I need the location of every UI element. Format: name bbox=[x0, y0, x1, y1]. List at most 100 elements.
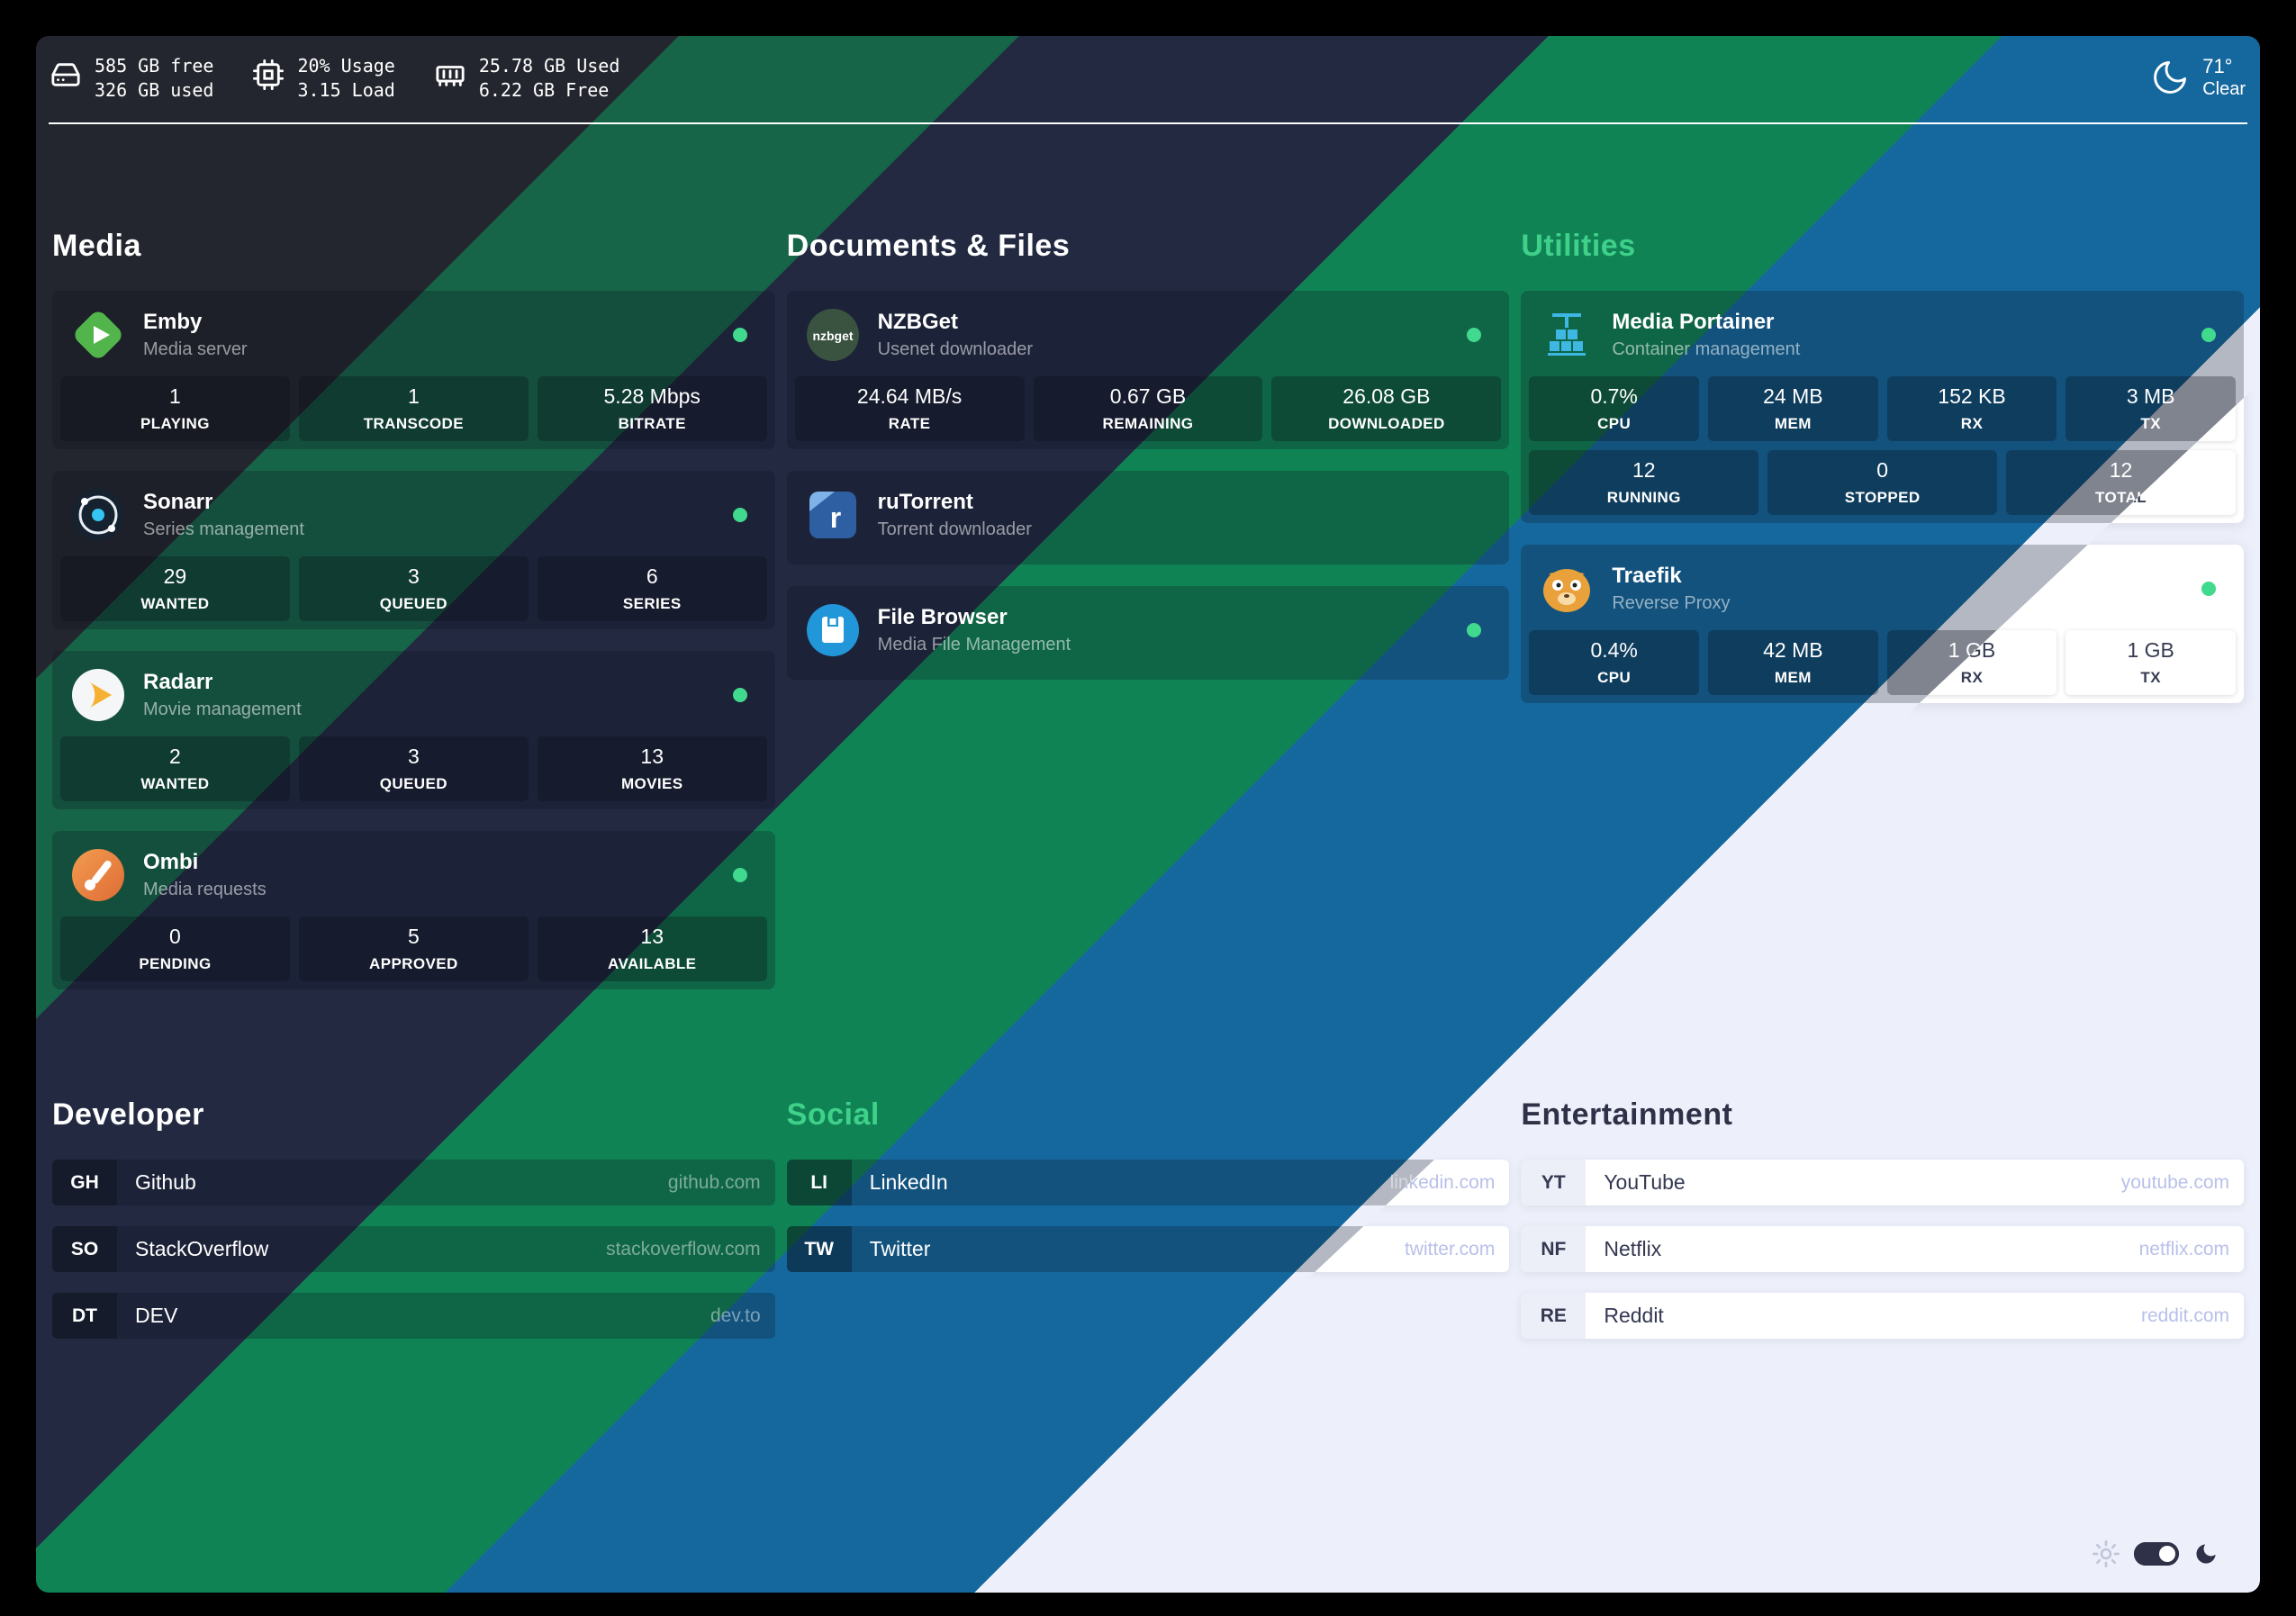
stat-box: 13 AVAILABLE bbox=[537, 916, 767, 981]
stat-box: 6 SERIES bbox=[537, 556, 767, 621]
stat-box: 12 RUNNING bbox=[1529, 450, 1759, 515]
stat-box: 5.28 Mbps BITRATE bbox=[537, 376, 767, 441]
link-url: dev.to bbox=[710, 1305, 761, 1326]
link-url: stackoverflow.com bbox=[606, 1238, 761, 1259]
service-card-sonarr[interactable]: Sonarr Series management 29 WANTED 3 QUEUE… bbox=[52, 471, 775, 629]
stat-box: 26.08 GB DOWNLOADED bbox=[1271, 376, 1502, 441]
stat-box: 0 PENDING bbox=[60, 916, 290, 981]
link-linkedin[interactable]: LI LinkedIn linkedin.com bbox=[786, 1160, 1510, 1205]
service-card-nzbget[interactable]: nzbget NZBGet Usenet downloader 24.64 MB… bbox=[786, 291, 1510, 449]
section-media: Media Emby Media server 1 PLAYING bbox=[52, 229, 775, 1011]
link-name: StackOverflow bbox=[135, 1237, 269, 1260]
service-card-ombi[interactable]: Ombi Media requests 0 PENDING 5 APPROVED 1… bbox=[52, 831, 775, 989]
service-subtitle: Series management bbox=[143, 519, 304, 539]
link-url: linkedin.com bbox=[1389, 1171, 1496, 1193]
nzbget-icon: nzbget bbox=[804, 306, 862, 364]
service-subtitle: Media File Management bbox=[877, 635, 1071, 655]
cpu-load: 3.15 Load bbox=[297, 79, 395, 101]
dashboard-background: 585 GB free 326 GB used 20% Usage 3.15 L… bbox=[36, 36, 2260, 1593]
service-subtitle: Reverse Proxy bbox=[1612, 593, 1731, 613]
status-dot bbox=[732, 328, 747, 342]
status-dot bbox=[732, 688, 747, 702]
cpu-icon bbox=[253, 59, 285, 90]
link-netflix[interactable]: NF Netflix netflix.com bbox=[1521, 1226, 2244, 1272]
stat-box: 152 KB RX bbox=[1886, 376, 2057, 441]
link-url: reddit.com bbox=[2140, 1305, 2229, 1326]
service-name: Sonarr bbox=[143, 490, 213, 514]
service-subtitle: Torrent downloader bbox=[877, 519, 1032, 539]
stat-box: 3 QUEUED bbox=[298, 736, 529, 801]
service-name: ruTorrent bbox=[877, 490, 973, 514]
link-name: Twitter bbox=[869, 1237, 931, 1260]
section-title-social: Social bbox=[786, 1097, 880, 1132]
link-stackoverflow[interactable]: SO StackOverflow stackoverflow.com bbox=[52, 1226, 775, 1272]
section-documents-files: Documents & Files nzbget NZBGet Usenet d… bbox=[786, 229, 1510, 1011]
service-card-portainer[interactable]: Media Portainer Container management 0.7… bbox=[1521, 291, 2244, 523]
ombi-icon bbox=[69, 846, 127, 904]
link-name: LinkedIn bbox=[869, 1170, 948, 1194]
service-name: Emby bbox=[143, 310, 203, 334]
link-reddit[interactable]: RE Reddit reddit.com bbox=[1521, 1293, 2244, 1339]
memory-used: 25.78 GB Used bbox=[478, 55, 620, 77]
section-title-media: Media bbox=[52, 229, 141, 263]
service-subtitle: Container management bbox=[1612, 339, 1801, 359]
service-card-radarr[interactable]: Radarr Movie management 2 WANTED 3 QUEUED … bbox=[52, 651, 775, 809]
stat-box: 2 WANTED bbox=[60, 736, 290, 801]
stat-box: 3 MB TX bbox=[2065, 376, 2237, 441]
weather-temperature: 71° bbox=[2202, 55, 2233, 77]
status-dot bbox=[2201, 582, 2216, 596]
stat-box: 24.64 MB/s RATE bbox=[794, 376, 1025, 441]
link-url: twitter.com bbox=[1404, 1238, 1496, 1259]
stat-box: 24 MB MEM bbox=[1708, 376, 1878, 441]
disk-stats: 585 GB free 326 GB used bbox=[50, 54, 213, 103]
weather-condition: Clear bbox=[2202, 79, 2246, 99]
link-tag: YT bbox=[1521, 1160, 1586, 1205]
service-subtitle: Media requests bbox=[143, 880, 267, 899]
link-tag: NF bbox=[1521, 1226, 1586, 1272]
link-youtube[interactable]: YT YouTube youtube.com bbox=[1521, 1160, 2244, 1205]
section-entertainment: Entertainment YT YouTube youtube.com NF … bbox=[1521, 1097, 2244, 1359]
stat-box: 0.7% CPU bbox=[1529, 376, 1699, 441]
link-tag: SO bbox=[52, 1226, 117, 1272]
service-card-rutorrent[interactable]: r ruTorrent Torrent downloader bbox=[786, 471, 1510, 564]
service-card-filebrowser[interactable]: File Browser Media File Management bbox=[786, 586, 1510, 680]
theme-toggle-switch[interactable] bbox=[2134, 1542, 2179, 1566]
svg-text:r: r bbox=[829, 501, 840, 534]
stat-box: 0 STOPPED bbox=[1767, 450, 1998, 515]
status-dot bbox=[1467, 623, 1482, 637]
link-github[interactable]: GH Github github.com bbox=[52, 1160, 775, 1205]
section-title-entertainment: Entertainment bbox=[1521, 1097, 1733, 1132]
weather-widget: 71° Clear bbox=[2150, 54, 2246, 101]
link-tag: DT bbox=[52, 1293, 117, 1339]
portainer-icon bbox=[1538, 306, 1595, 364]
link-dev[interactable]: DT DEV dev.to bbox=[52, 1293, 775, 1339]
section-title-entertainment: Entertainment bbox=[1521, 1097, 1733, 1132]
header-divider bbox=[49, 122, 2247, 124]
stat-box: 13 MOVIES bbox=[537, 736, 767, 801]
link-tag: RE bbox=[1521, 1293, 1586, 1339]
stat-box: 1 TRANSCODE bbox=[298, 376, 529, 441]
hard-drive-icon bbox=[51, 63, 80, 86]
theme-toggle bbox=[2093, 1540, 2219, 1567]
memory-icon bbox=[436, 66, 465, 86]
crescent-moon-icon bbox=[2154, 61, 2187, 94]
disk-used: 326 GB used bbox=[95, 79, 214, 101]
rutorrent-icon: r bbox=[804, 486, 862, 544]
service-name: File Browser bbox=[877, 605, 1008, 629]
stat-box: 42 MB MEM bbox=[1708, 630, 1878, 695]
service-card-emby[interactable]: Emby Media server 1 PLAYING 1 TRANSCODE 5.… bbox=[52, 291, 775, 449]
section-title-documents: Documents & Files bbox=[786, 229, 1071, 263]
stat-box: 5 APPROVED bbox=[298, 916, 529, 981]
service-subtitle: Media server bbox=[143, 339, 248, 359]
link-url: youtube.com bbox=[2120, 1171, 2229, 1193]
link-tag: LI bbox=[786, 1160, 852, 1205]
stat-box: 0.67 GB REMAINING bbox=[1033, 376, 1263, 441]
service-subtitle: Usenet downloader bbox=[877, 339, 1033, 359]
stat-box: 0.4% CPU bbox=[1529, 630, 1699, 695]
link-name: Reddit bbox=[1604, 1304, 1664, 1327]
section-title-developer: Developer bbox=[52, 1097, 204, 1132]
filebrowser-icon bbox=[804, 601, 862, 659]
sonarr-icon bbox=[69, 486, 127, 544]
stat-box: 1 PLAYING bbox=[60, 376, 290, 441]
